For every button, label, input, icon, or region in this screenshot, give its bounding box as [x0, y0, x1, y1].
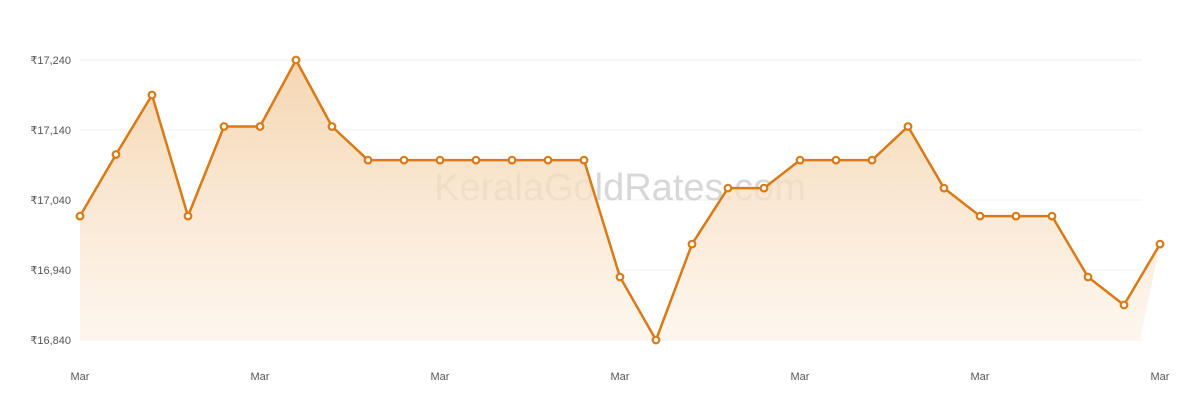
data-point — [363, 155, 373, 165]
y-tick-label: ₹17,140 — [30, 125, 71, 137]
y-tick-label: ₹16,940 — [30, 265, 71, 277]
x-tick-label: Mar — [971, 371, 990, 383]
x-tick-label: Mar — [791, 371, 810, 383]
data-point — [579, 155, 589, 165]
data-point — [291, 55, 301, 65]
series-area — [80, 60, 1160, 340]
data-point — [903, 122, 913, 131]
data-point — [1119, 300, 1129, 310]
data-point — [255, 122, 265, 131]
data-point — [831, 155, 841, 165]
data-point — [507, 155, 517, 165]
data-point — [471, 155, 481, 165]
data-point — [1155, 239, 1165, 249]
x-tick-label: Mar — [1151, 371, 1170, 383]
data-point — [147, 90, 157, 100]
data-point — [723, 183, 733, 193]
y-tick-label: ₹17,040 — [30, 195, 71, 207]
data-point — [939, 183, 949, 193]
data-points — [75, 55, 1165, 345]
data-point — [867, 155, 877, 165]
data-point — [219, 122, 229, 131]
x-tick-label: Mar — [431, 371, 450, 383]
data-point — [759, 183, 769, 193]
data-point — [543, 155, 553, 165]
data-point — [687, 239, 697, 249]
data-point — [399, 155, 409, 165]
data-point — [435, 155, 445, 165]
x-tick-label: Mar — [251, 371, 270, 383]
data-point — [651, 335, 661, 345]
data-point — [615, 272, 625, 282]
y-tick-label: ₹17,240 — [30, 55, 71, 67]
y-tick-label: ₹16,840 — [30, 335, 71, 347]
data-point — [1047, 211, 1057, 221]
data-point — [975, 211, 985, 221]
data-point — [1011, 211, 1021, 221]
x-tick-label: Mar — [611, 371, 630, 383]
data-point — [1083, 272, 1093, 282]
x-tick-label: Mar — [71, 371, 90, 383]
data-point — [327, 122, 337, 131]
data-point — [75, 211, 85, 221]
data-point — [795, 155, 805, 165]
data-point — [111, 150, 121, 159]
y-axis-ticks: ₹17,240 ₹17,140 ₹17,040 ₹16,940 ₹16,840 — [30, 55, 71, 347]
data-point — [183, 211, 193, 221]
x-axis-ticks: Mar Mar Mar Mar Mar Mar Mar — [71, 371, 1170, 383]
